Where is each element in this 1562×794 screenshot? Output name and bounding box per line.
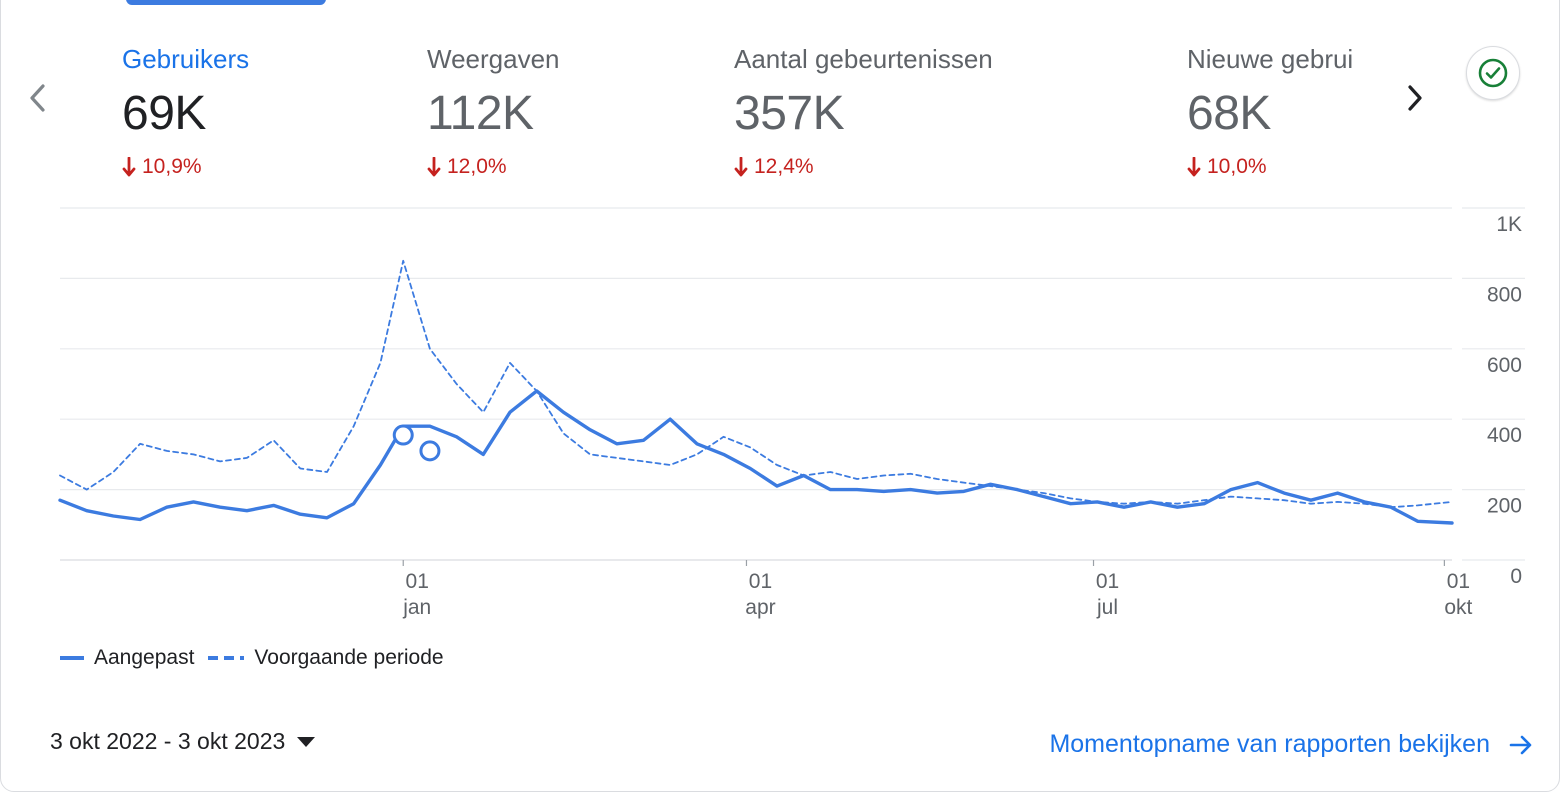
x-tick-month: apr (745, 596, 775, 619)
arrow-down-icon (1187, 157, 1201, 177)
users-line-chart: 0 200 400 600 800 1K 01 jan 01 apr 01 jul 01 okt (58, 207, 1525, 619)
y-tick-label: 600 (1487, 354, 1522, 377)
dropdown-caret-icon (297, 736, 316, 747)
metric-label: Gebruikers (122, 44, 250, 74)
series-line-aangepast (58, 389, 1454, 525)
y-tick-label: 800 (1487, 283, 1522, 306)
legend-item-previous: Voorgaande periode (208, 646, 444, 670)
y-tick-label: 0 (1510, 565, 1522, 588)
metric-delta: 12,4% (734, 155, 1154, 179)
next-metrics-button[interactable] (1400, 78, 1430, 118)
metric-event-count[interactable]: Aantal gebeurtenissen 357K 12,4% (734, 44, 1154, 179)
date-range-text: 3 okt 2022 - 3 okt 2023 (50, 728, 286, 754)
view-reports-snapshot-link[interactable]: Momentopname van rapporten bekijken (1049, 730, 1534, 759)
chevron-left-icon (30, 84, 45, 112)
report-link-text: Momentopname van rapporten bekijken (1049, 730, 1490, 758)
arrow-down-icon (427, 157, 441, 177)
arrow-down-icon (122, 157, 136, 177)
annotation-marker (392, 424, 414, 446)
y-tick-label: 200 (1487, 495, 1522, 518)
x-tick-month: jul (1096, 596, 1118, 619)
arrow-down-icon (734, 157, 748, 177)
x-tick-day: 01 (749, 570, 772, 593)
metric-delta-text: 10,9% (142, 155, 202, 178)
metric-users[interactable]: Gebruikers 69K 10,9% (122, 44, 412, 179)
legend-item-current: Aangepast (60, 646, 194, 670)
y-tick-label: 1K (1496, 213, 1522, 236)
metric-views[interactable]: Weergaven 112K 12,0% (427, 44, 717, 179)
metric-new-users[interactable]: Nieuwe gebrui 68K 10,0% (1187, 44, 1377, 179)
x-tick-day: 01 (1447, 570, 1470, 593)
annotation-marker (419, 440, 441, 462)
x-tick-month: okt (1444, 596, 1472, 619)
legend-swatch-dashed (208, 656, 245, 660)
metric-value: 357K (734, 87, 845, 140)
chart-legend: Aangepast Voorgaande periode (60, 646, 458, 670)
metric-label: Weergaven (427, 44, 560, 74)
x-tick-month: jan (402, 596, 431, 619)
check-circle-icon (1478, 58, 1508, 88)
legend-swatch-solid (60, 656, 84, 660)
arrow-right-icon (1509, 735, 1532, 754)
metric-value: 69K (122, 87, 206, 140)
status-check-button[interactable] (1466, 46, 1520, 100)
metric-value: 68K (1187, 87, 1271, 140)
x-tick-day: 01 (406, 570, 429, 593)
previous-metrics-button[interactable] (22, 78, 52, 118)
x-tick-day: 01 (1096, 570, 1119, 593)
metric-delta: 10,0% (1187, 155, 1377, 179)
metric-label: Nieuwe gebrui (1187, 44, 1354, 74)
metric-delta-text: 12,0% (447, 155, 507, 178)
y-tick-label: 400 (1487, 424, 1522, 447)
metric-delta: 10,9% (122, 155, 412, 179)
metric-delta-text: 10,0% (1207, 155, 1267, 178)
metric-delta: 12,0% (427, 155, 717, 179)
metric-label: Aantal gebeurtenissen (734, 44, 993, 74)
legend-label-previous: Voorgaande periode (254, 646, 444, 669)
active-metric-indicator (126, 0, 326, 5)
chevron-right-icon (1408, 85, 1422, 111)
metric-value: 112K (427, 87, 534, 140)
date-range-selector[interactable]: 3 okt 2022 - 3 okt 2023 (50, 728, 316, 755)
legend-label-current: Aangepast (94, 646, 195, 669)
metric-delta-text: 12,4% (754, 155, 814, 178)
